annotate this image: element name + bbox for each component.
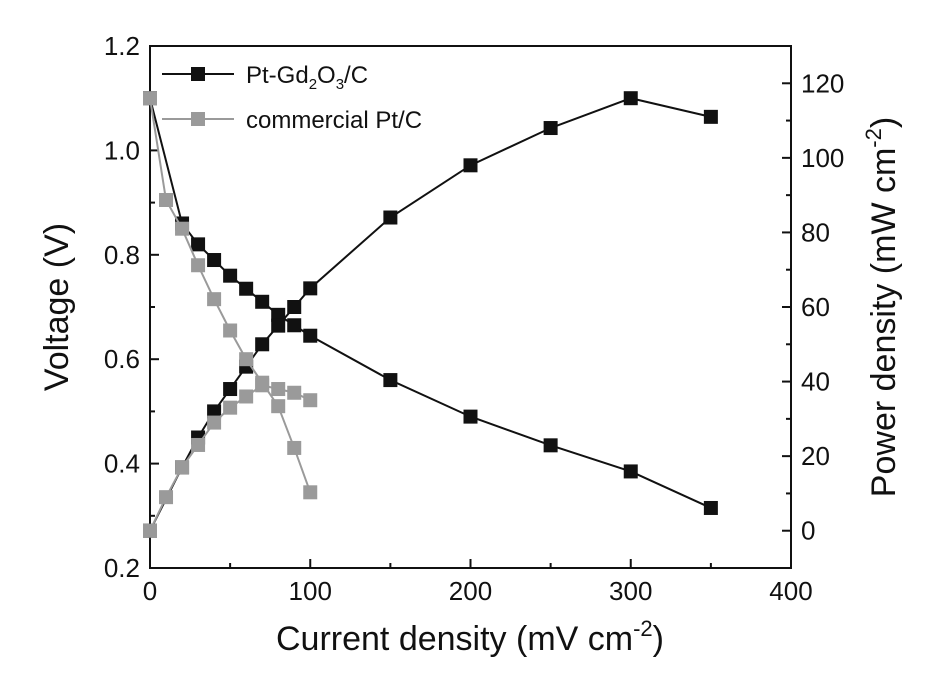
data-point [287,300,302,314]
axis-ticks: 0 100 200 300 400 0.2 0.4 0.6 0.8 1.0 1.2 0 20 40 60 80… [104,31,845,606]
data-point [191,437,206,452]
x-tick-label: 300 [609,576,652,606]
data-point [623,91,638,106]
data-point [303,281,318,296]
legend-entry-commercial: commercial Pt/C [162,107,422,134]
y-right-axis-title-sup: -2 [861,128,886,148]
y-left-tick-label: 0.6 [104,344,140,374]
x-axis-title-main: Current density (mV cm [276,620,633,658]
data-point [623,464,638,479]
legend-marker-pt-gd2o3 [191,67,205,81]
legend-entry-pt-gd2o3: Pt-Gd2O3/C [162,62,368,93]
data-series [143,91,718,538]
legend-marker-commercial [191,112,205,126]
y-right-axis-title: Power density (mW cm-2) [861,117,903,497]
data-point [543,121,558,136]
data-point [303,485,318,500]
data-point [207,253,222,268]
data-point [159,490,174,505]
y-right-tick-label: 20 [801,441,830,471]
data-point [191,258,206,273]
data-point [271,399,286,414]
y-right-tick-label: 100 [801,143,844,173]
x-tick-label: 100 [289,576,332,606]
y-right-axis-title-end: ) [865,117,903,128]
data-point [287,318,302,333]
y-right-tick-label: 80 [801,217,830,247]
data-point [255,378,270,393]
y-right-tick-label: 120 [801,68,844,98]
data-point [223,268,238,283]
x-axis-title-sup: -2 [633,616,653,641]
data-point [303,393,318,408]
data-point [703,109,718,124]
data-point [287,385,302,400]
data-point [463,158,478,173]
data-point [207,404,222,419]
data-point [271,318,286,333]
legend-label-pt-gd2o3-pre: Pt-Gd [246,62,309,89]
data-point [255,294,270,309]
data-point [207,415,222,430]
series-0 [143,91,718,515]
series-2 [143,91,318,500]
data-point [239,281,254,296]
x-axis-title-end: ) [653,620,664,658]
data-point [271,307,286,322]
data-point [207,292,222,307]
y-left-axis-title: Voltage (V) [38,223,76,391]
data-point [463,409,478,424]
data-point [239,352,254,367]
data-point [383,373,398,388]
data-point [383,210,398,225]
data-point [287,440,302,455]
data-point [191,237,206,252]
legend: Pt-Gd2O3/C commercial Pt/C [162,62,422,134]
y-left-tick-label: 0.4 [104,449,140,479]
x-tick-label: 200 [449,576,492,606]
x-tick-label: 0 [143,576,157,606]
data-point [543,438,558,453]
data-point [175,221,190,236]
y-right-tick-label: 0 [801,516,815,546]
data-point [223,382,238,397]
series-line [149,97,712,509]
legend-label-pt-gd2o3: Pt-Gd2O3/C [246,62,368,93]
series-3 [143,378,318,538]
y-right-tick-label: 60 [801,292,830,322]
y-left-tick-label: 1.0 [104,135,140,165]
legend-label-pt-gd2o3-sub2: 3 [336,76,344,93]
data-point [239,389,254,404]
y-right-tick-label: 40 [801,367,830,397]
x-tick-label: 400 [769,576,812,606]
data-point [159,192,174,207]
x-axis-title: Current density (mV cm-2) [276,616,664,658]
data-point [143,523,157,538]
legend-label-pt-gd2o3-post: /C [344,62,368,89]
y-left-tick-label: 1.2 [104,31,140,61]
series-line [149,98,312,493]
data-point [143,91,157,106]
data-point [303,328,318,343]
data-point [703,500,718,515]
data-point [271,382,286,397]
y-left-tick-label: 0.2 [104,553,140,583]
legend-label-pt-gd2o3-mid: O [317,62,336,89]
data-point [223,400,238,415]
legend-label-commercial: commercial Pt/C [246,107,422,134]
y-right-axis-title-main: Power density (mW cm [865,148,903,498]
y-left-tick-label: 0.8 [104,240,140,270]
data-point [175,460,190,475]
data-point [223,323,238,338]
data-point [255,337,270,352]
legend-label-pt-gd2o3-sub1: 2 [309,76,317,93]
